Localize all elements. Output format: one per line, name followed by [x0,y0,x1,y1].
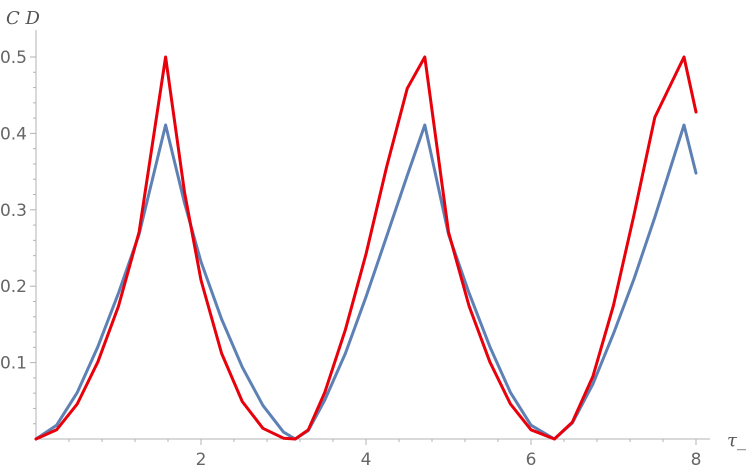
x-axis-title: τ_ [727,430,746,451]
y-axis-title: C D [6,8,40,29]
y-tick-label: 0.3 [0,201,27,221]
series-line-2 [34,55,698,441]
y-tick-label: 0.2 [0,277,27,297]
axes [35,30,710,440]
y-tick-label: 0.5 [0,48,27,68]
y-tick-label: 0.1 [0,354,27,374]
series-layer [34,55,698,441]
y-tick-label: 0.4 [0,124,27,144]
x-tick-label: 4 [361,450,372,470]
x-tick-label: 2 [196,450,207,470]
series-line-1 [34,123,698,441]
x-tick-label: 8 [691,450,702,470]
x-tick-label: 6 [526,450,537,470]
ticks: 2 4 6 8 0.1 0.2 0.3 0.4 0.5 [0,48,701,470]
